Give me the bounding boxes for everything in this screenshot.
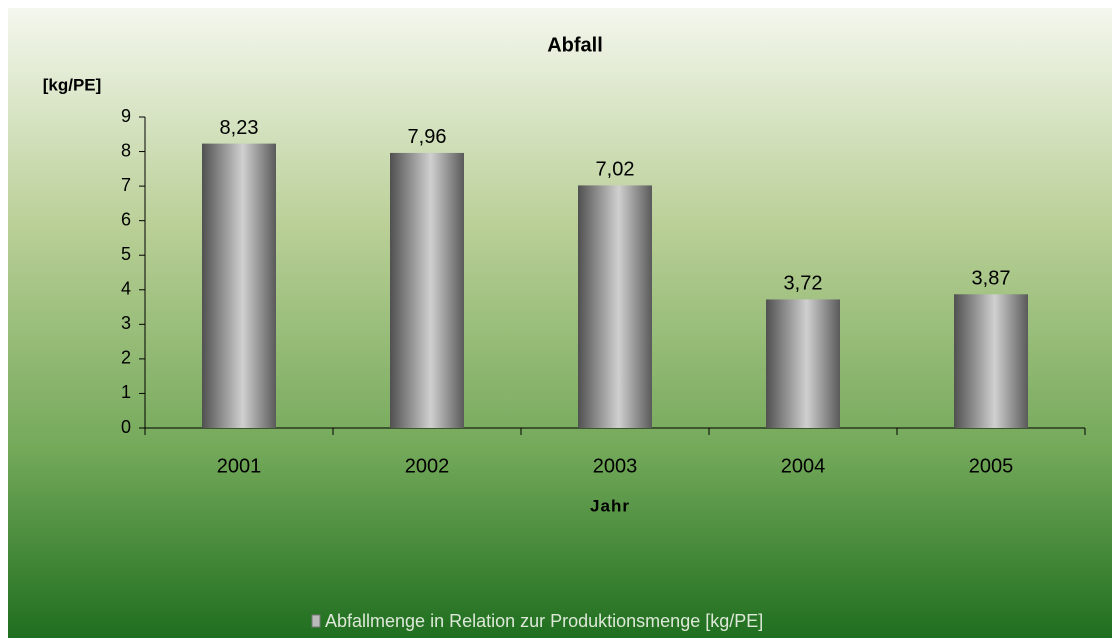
y-tick-label: 4 [121, 279, 131, 299]
x-tick-label: 2005 [969, 455, 1014, 477]
y-tick-label: 7 [121, 175, 131, 195]
value-label: 8,23 [220, 117, 259, 139]
y-axis-label: [kg/PE] [43, 75, 102, 94]
y-tick-label: 2 [121, 348, 131, 368]
legend-swatch [311, 614, 321, 628]
y-tick-label: 3 [121, 313, 131, 333]
value-label: 3,87 [972, 268, 1011, 290]
bar [202, 143, 276, 428]
bar [390, 152, 464, 428]
y-tick-label: 6 [121, 209, 131, 229]
x-tick-label: 2003 [593, 455, 638, 477]
x-axis-label: Jahr [590, 496, 630, 515]
value-label: 3,72 [784, 273, 823, 295]
x-tick-label: 2001 [217, 455, 262, 477]
y-tick-label: 8 [121, 140, 131, 160]
legend: Abfallmenge in Relation zur Produktionsm… [311, 611, 763, 631]
bar [578, 185, 652, 428]
x-tick-label: 2004 [781, 455, 826, 477]
bar [954, 294, 1028, 428]
value-label: 7,96 [408, 126, 447, 148]
bar [766, 299, 840, 428]
plot-background [8, 8, 1112, 638]
chart-title: Abfall [547, 34, 603, 56]
value-label: 7,02 [596, 159, 635, 181]
y-tick-label: 1 [121, 382, 131, 402]
x-tick-label: 2002 [405, 455, 450, 477]
y-tick-label: 9 [121, 106, 131, 126]
y-tick-label: 5 [121, 244, 131, 264]
y-tick-label: 0 [121, 417, 131, 437]
legend-label: Abfallmenge in Relation zur Produktionsm… [325, 611, 763, 631]
